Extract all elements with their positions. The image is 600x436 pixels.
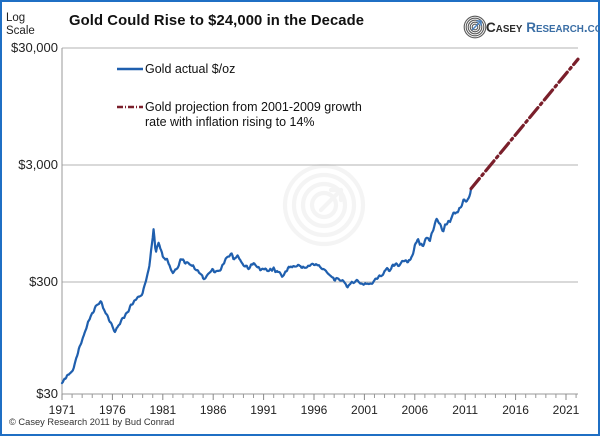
- svg-text:2021: 2021: [553, 403, 580, 417]
- svg-text:$30,000: $30,000: [11, 40, 58, 55]
- svg-text:1991: 1991: [250, 403, 277, 417]
- svg-text:rate with inflation rising to: rate with inflation rising to 14%: [145, 115, 315, 129]
- svg-text:$3,000: $3,000: [18, 157, 58, 172]
- svg-text:2011: 2011: [452, 403, 478, 417]
- svg-text:Gold actual $/oz: Gold actual $/oz: [145, 62, 235, 76]
- svg-text:2001: 2001: [351, 403, 378, 417]
- svg-text:1971: 1971: [49, 403, 76, 417]
- svg-text:$300: $300: [29, 274, 58, 289]
- svg-text:$30: $30: [36, 386, 58, 401]
- svg-text:2016: 2016: [502, 403, 529, 417]
- svg-text:1976: 1976: [99, 403, 126, 417]
- svg-text:Gold projection from 2001-2009: Gold projection from 2001-2009 growth: [145, 100, 362, 114]
- svg-text:1981: 1981: [149, 403, 176, 417]
- svg-text:© Casey Research 2011 by Bud C: © Casey Research 2011 by Bud Conrad: [9, 417, 174, 427]
- svg-text:1986: 1986: [200, 403, 227, 417]
- svg-text:1996: 1996: [301, 403, 328, 417]
- svg-text:2006: 2006: [401, 403, 428, 417]
